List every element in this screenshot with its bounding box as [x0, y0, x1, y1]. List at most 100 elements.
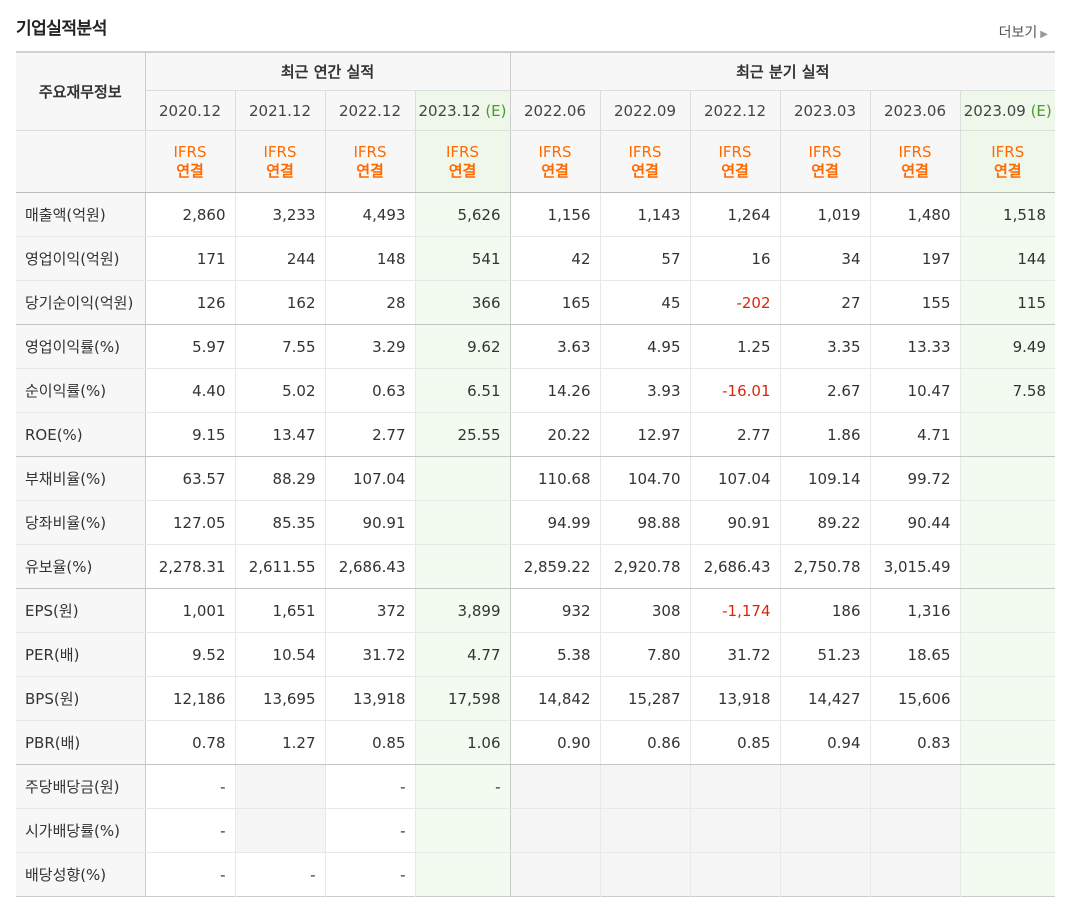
row-label: PBR(배)	[16, 720, 146, 765]
table-cell: 1,156	[510, 192, 601, 237]
basis-standard: IFRS	[353, 142, 387, 161]
table-cell: 42	[510, 236, 601, 281]
table-cell: 9.15	[145, 412, 236, 457]
table-cell: 63.57	[145, 456, 236, 501]
basis-standard: IFRS	[446, 142, 479, 161]
table-cell: 28	[325, 280, 416, 325]
table-cell: 34	[780, 236, 871, 281]
table-cell: 110.68	[510, 456, 601, 501]
table-cell: 1,019	[780, 192, 871, 237]
table-row: PER(배) 9.52 10.54 31.72 4.77 5.38 7.80 31.72 51.…	[16, 632, 1055, 677]
basis-consolidation: 연결	[631, 161, 659, 180]
table-cell: 0.85	[325, 720, 416, 765]
table-cell: 1,480	[870, 192, 961, 237]
table-cell: 148	[325, 236, 416, 281]
table-cell: 3.35	[780, 324, 871, 369]
table-cell	[235, 808, 326, 853]
table-cell: 541	[415, 236, 511, 281]
table-cell: 4.40	[145, 368, 236, 413]
basis-header: IFRS 연결	[960, 130, 1055, 193]
table-cell: 0.94	[780, 720, 871, 765]
table-cell: 3,899	[415, 588, 511, 633]
period-label: 2023.12	[418, 101, 481, 120]
row-label: 매출액(억원)	[16, 192, 146, 237]
table-cell	[780, 852, 871, 897]
table-cell: 12,186	[145, 676, 236, 721]
basis-header-row: IFRS 연결 IFRS 연결 IFRS 연결 IFRS 연결 IFRS 연결 IFRS 연결 IFRS…	[16, 130, 1055, 193]
basis-standard: IFRS	[718, 142, 752, 161]
table-cell	[600, 852, 691, 897]
row-label-header: 주요재무정보	[16, 52, 146, 131]
table-cell: 3,015.49	[870, 544, 961, 589]
table-cell: 126	[145, 280, 236, 325]
table-cell: 5,626	[415, 192, 511, 237]
table-cell: 115	[960, 280, 1055, 325]
table-cell: 372	[325, 588, 416, 633]
period-header: 2023.03	[780, 90, 871, 131]
table-cell	[690, 808, 781, 853]
table-cell: 1,143	[600, 192, 691, 237]
basis-standard: IFRS	[173, 142, 207, 161]
table-row: PBR(배) 0.78 1.27 0.85 1.06 0.90 0.86 0.85 0.94 0.…	[16, 720, 1055, 765]
row-label: 순이익률(%)	[16, 368, 146, 413]
basis-standard: IFRS	[263, 142, 297, 161]
table-row: 주당배당금(원) - - -	[16, 764, 1055, 809]
table-body: 매출액(억원) 2,860 3,233 4,493 5,626 1,156 1,143 1,2…	[16, 192, 1055, 897]
table-cell: 20.22	[510, 412, 601, 457]
table-cell: 1.25	[690, 324, 781, 369]
table-cell: 31.72	[325, 632, 416, 677]
table-cell: 2,859.22	[510, 544, 601, 589]
table-cell: 1,651	[235, 588, 326, 633]
table-cell: 171	[145, 236, 236, 281]
table-cell: 13,918	[690, 676, 781, 721]
table-cell: -	[145, 852, 236, 897]
table-cell: -	[325, 852, 416, 897]
period-header-row: 2020.12 2021.12 2022.12 2023.12 (E) 2022.06 2…	[16, 90, 1055, 131]
row-label: ROE(%)	[16, 412, 146, 457]
more-link[interactable]: 더보기 ▶	[999, 22, 1048, 42]
basis-standard: IFRS	[991, 142, 1025, 161]
table-cell	[415, 852, 511, 897]
period-label: 2022.06	[523, 101, 587, 120]
table-cell: 144	[960, 236, 1055, 281]
basis-header: IFRS 연결	[780, 130, 871, 193]
row-label: 영업이익률(%)	[16, 324, 146, 369]
estimate-mark: (E)	[1030, 101, 1052, 120]
row-label: 유보율(%)	[16, 544, 146, 589]
table-cell	[780, 764, 871, 809]
estimate-mark: (E)	[485, 101, 507, 120]
row-label: 영업이익(억원)	[16, 236, 146, 281]
basis-header: IFRS 연결	[145, 130, 236, 193]
quarter-group-header: 최근 분기 실적	[510, 52, 1055, 91]
basis-corner	[16, 130, 146, 193]
period-label: 2023.09	[963, 101, 1026, 120]
table-cell: 4,493	[325, 192, 416, 237]
row-label: 당좌비율(%)	[16, 500, 146, 545]
table-cell: 13,918	[325, 676, 416, 721]
table-cell	[960, 544, 1055, 589]
table-row: 매출액(억원) 2,860 3,233 4,493 5,626 1,156 1,143 1,2…	[16, 192, 1055, 237]
table-cell: 98.88	[600, 500, 691, 545]
basis-consolidation: 연결	[993, 161, 1022, 180]
table-cell: 7.58	[960, 368, 1055, 413]
table-cell: 2,750.78	[780, 544, 871, 589]
table-cell	[780, 808, 871, 853]
basis-consolidation: 연결	[721, 161, 749, 180]
row-label: 시가배당률(%)	[16, 808, 146, 853]
row-label: 부채비율(%)	[16, 456, 146, 501]
table-cell: 0.63	[325, 368, 416, 413]
basis-standard: IFRS	[628, 142, 662, 161]
table-cell	[415, 808, 511, 853]
table-cell: 2,686.43	[690, 544, 781, 589]
table-cell: 155	[870, 280, 961, 325]
table-cell: 57	[600, 236, 691, 281]
table-cell: 25.55	[415, 412, 511, 457]
table-cell: 162	[235, 280, 326, 325]
table-cell	[870, 764, 961, 809]
table-cell	[415, 456, 511, 501]
table-cell: 5.97	[145, 324, 236, 369]
table-cell: 2,920.78	[600, 544, 691, 589]
table-cell: 45	[600, 280, 691, 325]
basis-header: IFRS 연결	[235, 130, 326, 193]
table-cell	[600, 808, 691, 853]
